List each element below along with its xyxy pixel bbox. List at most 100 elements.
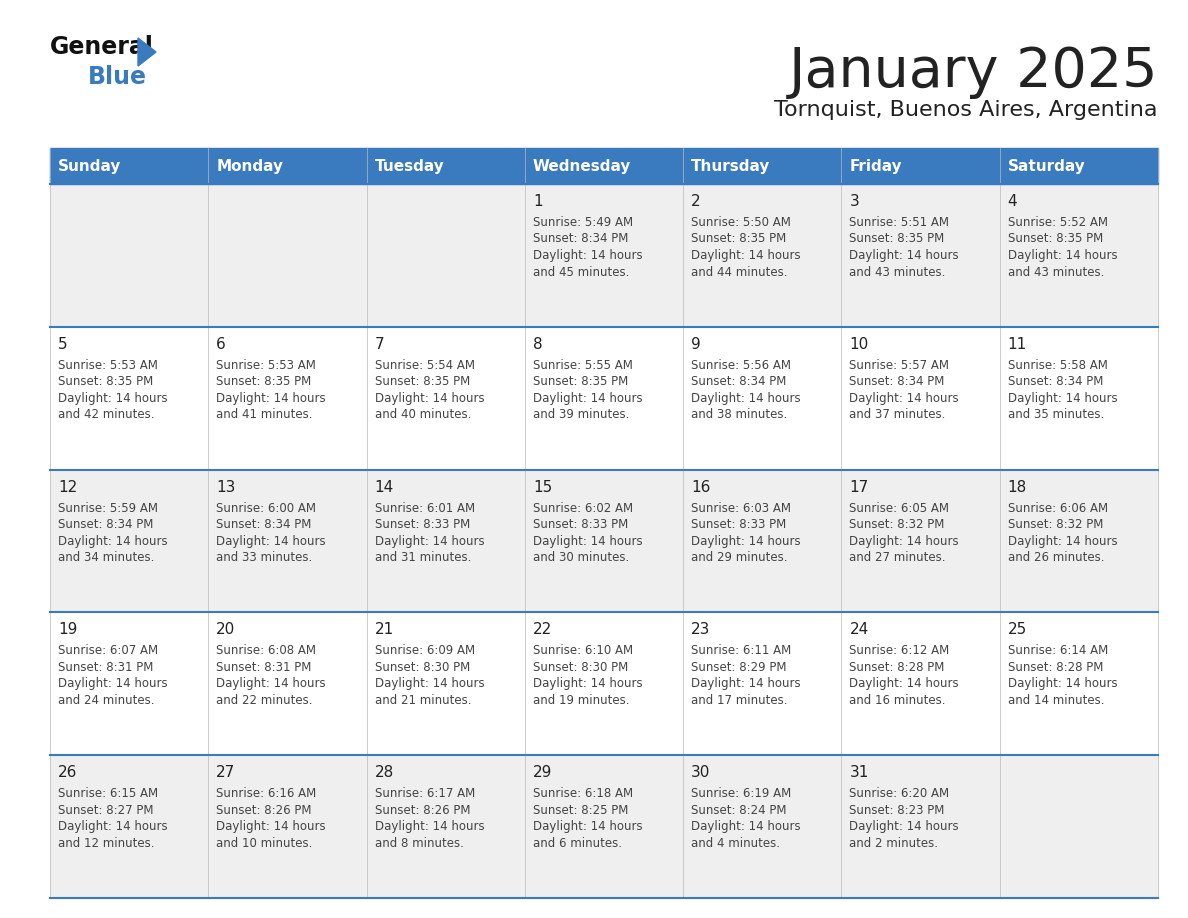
Text: Sunrise: 5:50 AM: Sunrise: 5:50 AM bbox=[691, 216, 791, 229]
Text: Friday: Friday bbox=[849, 159, 902, 174]
Text: and 40 minutes.: and 40 minutes. bbox=[374, 409, 470, 421]
Polygon shape bbox=[138, 38, 156, 66]
Text: Sunrise: 5:52 AM: Sunrise: 5:52 AM bbox=[1007, 216, 1107, 229]
Text: Sunrise: 5:55 AM: Sunrise: 5:55 AM bbox=[533, 359, 633, 372]
Bar bbox=[208, 148, 367, 184]
Text: and 43 minutes.: and 43 minutes. bbox=[1007, 265, 1104, 278]
Text: Daylight: 14 hours: Daylight: 14 hours bbox=[533, 820, 643, 834]
Text: Daylight: 14 hours: Daylight: 14 hours bbox=[374, 534, 485, 548]
Text: Sunset: 8:34 PM: Sunset: 8:34 PM bbox=[533, 232, 628, 245]
Bar bbox=[841, 148, 1000, 184]
Text: and 27 minutes.: and 27 minutes. bbox=[849, 551, 946, 564]
Text: Sunset: 8:30 PM: Sunset: 8:30 PM bbox=[533, 661, 628, 674]
Text: Sunrise: 6:18 AM: Sunrise: 6:18 AM bbox=[533, 788, 633, 800]
Text: Monday: Monday bbox=[216, 159, 283, 174]
Text: Sunset: 8:32 PM: Sunset: 8:32 PM bbox=[849, 518, 944, 532]
Text: and 8 minutes.: and 8 minutes. bbox=[374, 836, 463, 850]
Bar bbox=[50, 612, 1158, 756]
Text: 6: 6 bbox=[216, 337, 226, 352]
Text: and 17 minutes.: and 17 minutes. bbox=[691, 694, 788, 707]
Text: 22: 22 bbox=[533, 622, 552, 637]
Text: Daylight: 14 hours: Daylight: 14 hours bbox=[374, 677, 485, 690]
Text: Daylight: 14 hours: Daylight: 14 hours bbox=[691, 677, 801, 690]
Text: and 31 minutes.: and 31 minutes. bbox=[374, 551, 470, 564]
Text: Tornquist, Buenos Aires, Argentina: Tornquist, Buenos Aires, Argentina bbox=[775, 100, 1158, 120]
Text: Daylight: 14 hours: Daylight: 14 hours bbox=[216, 677, 326, 690]
Text: Sunset: 8:35 PM: Sunset: 8:35 PM bbox=[58, 375, 153, 388]
Text: Sunset: 8:35 PM: Sunset: 8:35 PM bbox=[849, 232, 944, 245]
Text: Sunset: 8:34 PM: Sunset: 8:34 PM bbox=[216, 518, 311, 532]
Text: Sunset: 8:32 PM: Sunset: 8:32 PM bbox=[1007, 518, 1104, 532]
Text: and 16 minutes.: and 16 minutes. bbox=[849, 694, 946, 707]
Text: Sunrise: 6:10 AM: Sunrise: 6:10 AM bbox=[533, 644, 633, 657]
Text: 31: 31 bbox=[849, 766, 868, 780]
Text: Sunrise: 6:03 AM: Sunrise: 6:03 AM bbox=[691, 501, 791, 515]
Text: Blue: Blue bbox=[88, 65, 147, 89]
Text: Daylight: 14 hours: Daylight: 14 hours bbox=[58, 534, 168, 548]
Text: 9: 9 bbox=[691, 337, 701, 352]
Text: and 10 minutes.: and 10 minutes. bbox=[216, 836, 312, 850]
Text: Daylight: 14 hours: Daylight: 14 hours bbox=[849, 392, 959, 405]
Text: January 2025: January 2025 bbox=[789, 45, 1158, 99]
Text: Thursday: Thursday bbox=[691, 159, 771, 174]
Text: Daylight: 14 hours: Daylight: 14 hours bbox=[691, 534, 801, 548]
Text: Sunrise: 6:09 AM: Sunrise: 6:09 AM bbox=[374, 644, 475, 657]
Text: 7: 7 bbox=[374, 337, 384, 352]
Text: Sunset: 8:35 PM: Sunset: 8:35 PM bbox=[1007, 232, 1102, 245]
Text: Sunset: 8:33 PM: Sunset: 8:33 PM bbox=[533, 518, 628, 532]
Text: Sunset: 8:34 PM: Sunset: 8:34 PM bbox=[1007, 375, 1104, 388]
Text: Sunset: 8:34 PM: Sunset: 8:34 PM bbox=[849, 375, 944, 388]
Text: 5: 5 bbox=[58, 337, 68, 352]
Text: Sunrise: 6:20 AM: Sunrise: 6:20 AM bbox=[849, 788, 949, 800]
Text: 1: 1 bbox=[533, 194, 543, 209]
Text: Sunrise: 5:57 AM: Sunrise: 5:57 AM bbox=[849, 359, 949, 372]
Text: Sunset: 8:29 PM: Sunset: 8:29 PM bbox=[691, 661, 786, 674]
Text: Sunrise: 6:15 AM: Sunrise: 6:15 AM bbox=[58, 788, 158, 800]
Text: Sunrise: 5:54 AM: Sunrise: 5:54 AM bbox=[374, 359, 474, 372]
Text: Sunset: 8:34 PM: Sunset: 8:34 PM bbox=[691, 375, 786, 388]
Text: 28: 28 bbox=[374, 766, 393, 780]
Text: Sunrise: 5:59 AM: Sunrise: 5:59 AM bbox=[58, 501, 158, 515]
Text: 17: 17 bbox=[849, 479, 868, 495]
Text: 27: 27 bbox=[216, 766, 235, 780]
Text: Daylight: 14 hours: Daylight: 14 hours bbox=[58, 392, 168, 405]
Text: Tuesday: Tuesday bbox=[374, 159, 444, 174]
Text: Sunday: Sunday bbox=[58, 159, 121, 174]
Text: 19: 19 bbox=[58, 622, 77, 637]
Text: Daylight: 14 hours: Daylight: 14 hours bbox=[691, 820, 801, 834]
Text: 29: 29 bbox=[533, 766, 552, 780]
Text: and 38 minutes.: and 38 minutes. bbox=[691, 409, 788, 421]
Bar bbox=[50, 184, 1158, 327]
Text: Daylight: 14 hours: Daylight: 14 hours bbox=[216, 534, 326, 548]
Text: and 22 minutes.: and 22 minutes. bbox=[216, 694, 312, 707]
Text: Sunset: 8:35 PM: Sunset: 8:35 PM bbox=[691, 232, 786, 245]
Bar bbox=[50, 327, 1158, 470]
Text: Sunrise: 5:49 AM: Sunrise: 5:49 AM bbox=[533, 216, 633, 229]
Text: 10: 10 bbox=[849, 337, 868, 352]
Text: Sunset: 8:34 PM: Sunset: 8:34 PM bbox=[58, 518, 153, 532]
Text: 24: 24 bbox=[849, 622, 868, 637]
Text: Wednesday: Wednesday bbox=[533, 159, 631, 174]
Text: Sunrise: 6:14 AM: Sunrise: 6:14 AM bbox=[1007, 644, 1108, 657]
Text: Daylight: 14 hours: Daylight: 14 hours bbox=[849, 249, 959, 262]
Text: 8: 8 bbox=[533, 337, 543, 352]
Text: 26: 26 bbox=[58, 766, 77, 780]
Text: Sunrise: 5:51 AM: Sunrise: 5:51 AM bbox=[849, 216, 949, 229]
Text: 2: 2 bbox=[691, 194, 701, 209]
Text: and 37 minutes.: and 37 minutes. bbox=[849, 409, 946, 421]
Text: 21: 21 bbox=[374, 622, 393, 637]
Text: and 33 minutes.: and 33 minutes. bbox=[216, 551, 312, 564]
Text: and 2 minutes.: and 2 minutes. bbox=[849, 836, 939, 850]
Text: Sunset: 8:28 PM: Sunset: 8:28 PM bbox=[1007, 661, 1104, 674]
Text: Daylight: 14 hours: Daylight: 14 hours bbox=[691, 392, 801, 405]
Text: 25: 25 bbox=[1007, 622, 1026, 637]
Text: Sunrise: 6:01 AM: Sunrise: 6:01 AM bbox=[374, 501, 475, 515]
Text: Sunset: 8:31 PM: Sunset: 8:31 PM bbox=[216, 661, 311, 674]
Text: Sunrise: 6:02 AM: Sunrise: 6:02 AM bbox=[533, 501, 633, 515]
Text: and 39 minutes.: and 39 minutes. bbox=[533, 409, 630, 421]
Text: and 19 minutes.: and 19 minutes. bbox=[533, 694, 630, 707]
Text: 12: 12 bbox=[58, 479, 77, 495]
Text: Sunset: 8:26 PM: Sunset: 8:26 PM bbox=[374, 803, 470, 817]
Text: Daylight: 14 hours: Daylight: 14 hours bbox=[849, 820, 959, 834]
Text: and 24 minutes.: and 24 minutes. bbox=[58, 694, 154, 707]
